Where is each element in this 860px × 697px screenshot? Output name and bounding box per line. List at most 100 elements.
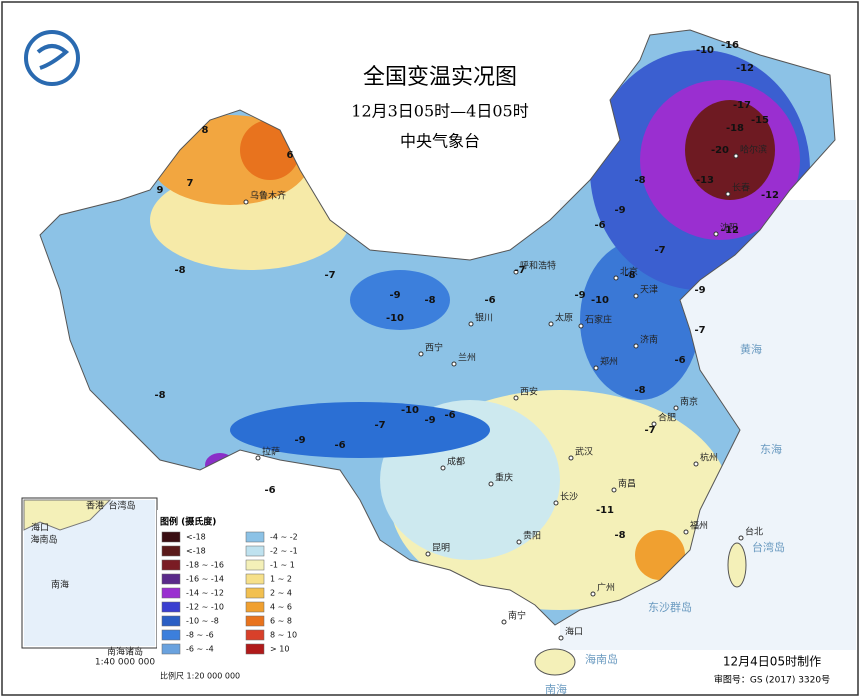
city-name: 广州 bbox=[597, 582, 615, 594]
reading: -9 bbox=[389, 290, 400, 301]
legend-label: 8 ~ 10 bbox=[270, 631, 297, 640]
city-dot bbox=[578, 323, 584, 329]
reading: -7 bbox=[374, 420, 385, 431]
inset-label: 香港 bbox=[86, 500, 104, 512]
legend-swatch bbox=[161, 643, 181, 655]
inset-label: 台湾岛 bbox=[108, 500, 135, 512]
legend-swatch bbox=[161, 573, 181, 585]
reading: -10 bbox=[386, 313, 404, 324]
legend-label: -8 ~ -6 bbox=[186, 631, 214, 640]
legend-swatch bbox=[245, 545, 265, 557]
reading: -6 bbox=[484, 295, 495, 306]
reading: 6 bbox=[287, 150, 294, 161]
city-name: 武汉 bbox=[575, 446, 593, 458]
city-name: 台北 bbox=[745, 526, 763, 538]
sea-label: 海南岛 bbox=[585, 652, 618, 666]
legend-label: -18 ~ -16 bbox=[186, 561, 224, 570]
reading: -7 bbox=[324, 270, 335, 281]
city-dot bbox=[651, 421, 657, 427]
legend-swatch bbox=[161, 531, 181, 543]
legend-label: 6 ~ 8 bbox=[270, 617, 292, 626]
legend-label: > 10 bbox=[270, 645, 289, 654]
legend-swatch bbox=[161, 601, 181, 613]
city-dot bbox=[738, 535, 744, 541]
reading: -6 bbox=[334, 440, 345, 451]
reading: -8 bbox=[614, 530, 625, 541]
legend-label: -2 ~ -1 bbox=[270, 547, 298, 556]
city-dot bbox=[613, 275, 619, 281]
issuer: 中央气象台 bbox=[400, 132, 480, 151]
reading: -12 bbox=[736, 63, 754, 74]
legend-label: -10 ~ -8 bbox=[186, 617, 219, 626]
reading: -13 bbox=[696, 175, 714, 186]
inset-label: 海南岛 bbox=[30, 534, 57, 546]
legend-label: -1 ~ 1 bbox=[270, 561, 295, 570]
inset-label: 海口 bbox=[31, 522, 49, 534]
city-dot bbox=[553, 500, 559, 506]
taiwan bbox=[727, 542, 747, 588]
reading: -6 bbox=[594, 220, 605, 231]
city-name: 福州 bbox=[690, 520, 708, 532]
logo-mark bbox=[36, 44, 70, 70]
city-dot bbox=[558, 635, 564, 641]
legend-title: 图例 (摄氏度) bbox=[160, 516, 216, 528]
reading: -18 bbox=[726, 123, 744, 134]
city-dot bbox=[548, 321, 554, 327]
city-dot bbox=[725, 191, 731, 197]
reading: 9 bbox=[157, 185, 164, 196]
city-name: 合肥 bbox=[658, 412, 676, 424]
sea-label: 南海 bbox=[545, 682, 567, 696]
reading: -8 bbox=[174, 265, 185, 276]
inset-land bbox=[23, 499, 112, 531]
legend-label: -6 ~ -4 bbox=[186, 645, 214, 654]
city-dot bbox=[488, 481, 494, 487]
legend-swatch bbox=[161, 615, 181, 627]
legend-swatch bbox=[245, 643, 265, 655]
city-dot bbox=[633, 293, 639, 299]
city-name: 成都 bbox=[447, 456, 465, 468]
city-dot bbox=[693, 461, 699, 467]
approval: 审图号：GS (2017) 3320号 bbox=[714, 674, 830, 686]
sea-label: 黄海 bbox=[740, 342, 762, 356]
city-dot bbox=[513, 269, 519, 275]
city-name: 太原 bbox=[555, 312, 573, 324]
legend-swatch bbox=[245, 615, 265, 627]
city-name: 南昌 bbox=[618, 478, 636, 490]
city-dot bbox=[593, 365, 599, 371]
city-dot bbox=[243, 199, 249, 205]
sea-label: 东海 bbox=[760, 442, 782, 456]
reading: -7 bbox=[694, 325, 705, 336]
city-dot bbox=[255, 455, 261, 461]
reading: -16 bbox=[721, 40, 739, 51]
city-name: 沈阳 bbox=[720, 222, 738, 234]
legend-label: -14 ~ -12 bbox=[186, 589, 224, 598]
reading: -12 bbox=[761, 190, 779, 201]
legend-swatch bbox=[161, 545, 181, 557]
reading: -17 bbox=[733, 100, 751, 111]
city-dot bbox=[568, 455, 574, 461]
legend-label: <-18 bbox=[186, 547, 206, 556]
reading: -9 bbox=[614, 205, 625, 216]
city-name: 郑州 bbox=[600, 356, 618, 368]
city-dot bbox=[713, 231, 719, 237]
reading: -15 bbox=[751, 115, 769, 126]
sea-label: 台湾岛 bbox=[752, 540, 785, 554]
city-dot bbox=[418, 351, 424, 357]
subtitle: 12月3日05时—4日05时 bbox=[351, 102, 528, 121]
city-dot bbox=[513, 395, 519, 401]
reading: -7 bbox=[654, 245, 665, 256]
scale: 比例尺 1:20 000 000 bbox=[160, 671, 240, 681]
legend-swatch bbox=[245, 559, 265, 571]
city-name: 昆明 bbox=[432, 543, 450, 554]
reading: -20 bbox=[711, 145, 729, 156]
legend-swatch bbox=[245, 531, 265, 543]
reading: -11 bbox=[596, 505, 614, 516]
city-dot bbox=[451, 361, 457, 367]
legend-swatch bbox=[245, 629, 265, 641]
legend-label: 2 ~ 4 bbox=[270, 589, 292, 598]
city-dot bbox=[468, 321, 474, 327]
city-dot bbox=[440, 465, 446, 471]
city-name: 杭州 bbox=[700, 452, 718, 464]
